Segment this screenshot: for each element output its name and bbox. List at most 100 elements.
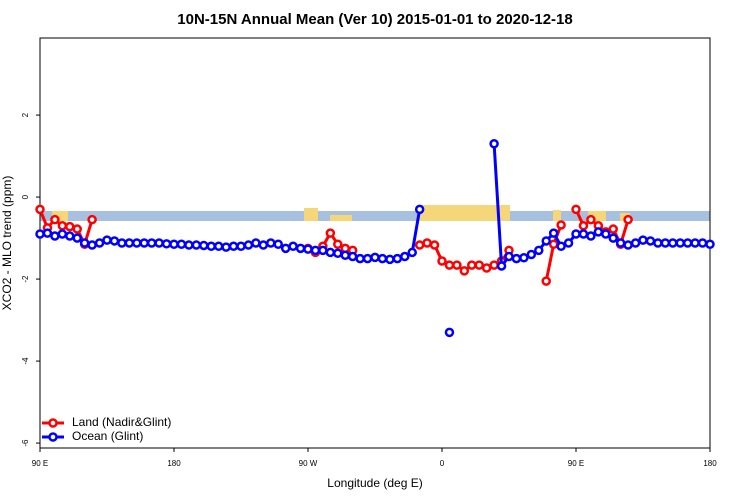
data-point <box>236 241 246 252</box>
map-background <box>40 205 710 221</box>
data-point <box>504 251 514 262</box>
data-point <box>310 245 321 256</box>
data-point <box>645 236 656 246</box>
data-point <box>87 240 97 250</box>
data-point <box>705 239 715 249</box>
data-point <box>623 240 633 250</box>
data-point <box>534 245 544 256</box>
data-point <box>325 228 336 238</box>
data-point <box>548 239 559 249</box>
data-point <box>653 238 663 248</box>
data-point <box>57 221 68 231</box>
y-tick-label: -6 <box>21 439 30 447</box>
data-point <box>169 239 179 249</box>
land-patch <box>304 208 318 221</box>
data-point <box>288 241 298 252</box>
y-tick-label: 2 <box>21 112 30 117</box>
x-tick-label: 90 E <box>568 459 584 468</box>
data-point <box>444 260 455 270</box>
x-tick-label: 90 E <box>32 459 48 468</box>
data-point <box>206 241 216 252</box>
data-point <box>333 239 343 249</box>
x-axis-label: Longitude (deg E) <box>327 476 422 490</box>
land-patch <box>588 211 606 221</box>
data-point <box>459 266 470 276</box>
data-point <box>615 238 626 248</box>
data-point <box>266 238 276 248</box>
chart-title: 10N-15N Annual Mean (Ver 10) 2015-01-01 … <box>177 11 572 28</box>
data-point <box>697 238 708 248</box>
y-axis-label: XCO2 - MLO trend (ppm) <box>0 176 14 311</box>
data-point <box>429 240 440 250</box>
data-point <box>414 204 425 215</box>
y-tick-label: -2 <box>21 275 30 283</box>
series-line <box>39 143 711 270</box>
data-point <box>94 238 105 248</box>
data-point <box>333 248 343 258</box>
data-point <box>258 240 269 250</box>
data-point <box>228 241 239 252</box>
data-point <box>117 238 127 248</box>
x-tick-label: 90 W <box>299 459 318 468</box>
data-point <box>161 239 172 249</box>
data-point <box>392 253 403 264</box>
data-point <box>318 245 328 256</box>
data-point <box>72 224 82 234</box>
data-point <box>109 236 120 246</box>
x-tick-label: 180 <box>703 459 717 468</box>
data-point <box>65 221 75 232</box>
data-point <box>452 260 462 270</box>
x-tick-label: 0 <box>440 459 445 468</box>
data-point <box>303 244 313 254</box>
data-point <box>608 233 618 243</box>
data-point <box>437 256 447 266</box>
data-point <box>638 235 648 245</box>
data-point <box>243 240 254 250</box>
data-point <box>571 204 581 215</box>
data-point <box>519 253 529 263</box>
data-point <box>407 247 417 258</box>
data-point <box>191 240 202 250</box>
data-point <box>526 249 537 260</box>
data-point <box>325 247 336 258</box>
data-point <box>601 229 611 239</box>
data-point <box>496 261 507 271</box>
legend-label: Ocean (Glint) <box>72 429 143 443</box>
x-tick-label: 180 <box>167 459 181 468</box>
data-point <box>273 239 283 249</box>
data-point <box>481 263 492 273</box>
data-point <box>586 231 596 241</box>
data-point <box>511 253 522 264</box>
data-point <box>474 260 484 270</box>
data-point <box>139 238 149 248</box>
data-point <box>355 253 365 264</box>
data-point <box>176 239 187 249</box>
data-point <box>295 243 306 254</box>
legend-marker <box>48 432 58 442</box>
data-point <box>65 231 75 241</box>
data-point <box>362 253 373 264</box>
data-point <box>72 233 82 243</box>
data-point <box>578 221 589 231</box>
data-point <box>35 204 45 215</box>
data-point <box>578 229 589 239</box>
data-point <box>690 238 700 248</box>
data-point <box>467 260 477 270</box>
data-point <box>444 327 455 338</box>
y-tick-label: 0 <box>21 194 30 199</box>
data-point <box>414 240 425 250</box>
data-point <box>541 236 551 246</box>
data-point <box>541 276 551 286</box>
legend-label: Land (Nadir&Glint) <box>72 415 171 429</box>
data-point <box>213 241 224 252</box>
y-tick-label: -4 <box>21 357 30 365</box>
data-point <box>57 229 68 239</box>
land-patch <box>330 215 352 221</box>
data-point <box>556 220 566 230</box>
data-point <box>251 238 261 248</box>
data-point <box>184 240 194 250</box>
data-point <box>593 227 604 237</box>
data-point <box>556 241 566 252</box>
data-point <box>608 224 618 234</box>
